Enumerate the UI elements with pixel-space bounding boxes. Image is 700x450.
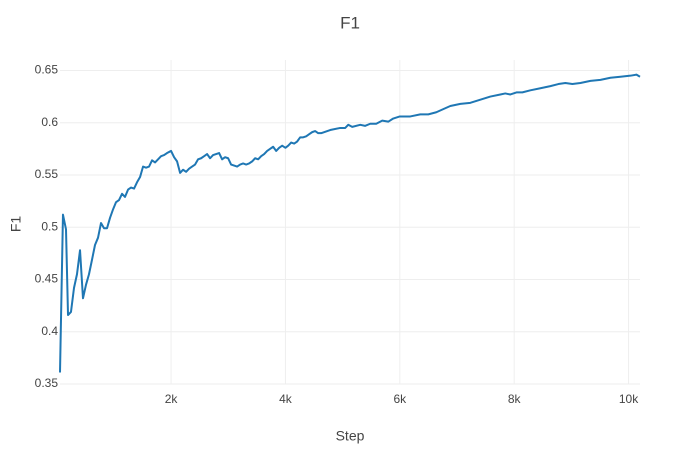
y-tick-label: 0.55 bbox=[35, 167, 59, 181]
y-tick-label: 0.5 bbox=[41, 219, 58, 233]
x-tick-label: 8k bbox=[508, 392, 522, 406]
y-axis-title: F1 bbox=[8, 216, 24, 233]
x-tick-label: 10k bbox=[619, 392, 639, 406]
x-tick-label: 6k bbox=[393, 392, 407, 406]
y-tick-label: 0.6 bbox=[41, 115, 58, 129]
line bbox=[59, 73, 641, 373]
y-tick-label: 0.65 bbox=[35, 63, 59, 77]
y-tick-label: 0.4 bbox=[41, 324, 58, 338]
x-tick-label: 2k bbox=[165, 392, 179, 406]
chart-title: F1 bbox=[340, 13, 360, 32]
y-tick-label: 0.35 bbox=[35, 376, 59, 390]
x-tick-label: 4k bbox=[279, 392, 293, 406]
y-tick-label: 0.45 bbox=[35, 272, 59, 286]
x-axis-title: Step bbox=[336, 428, 365, 444]
